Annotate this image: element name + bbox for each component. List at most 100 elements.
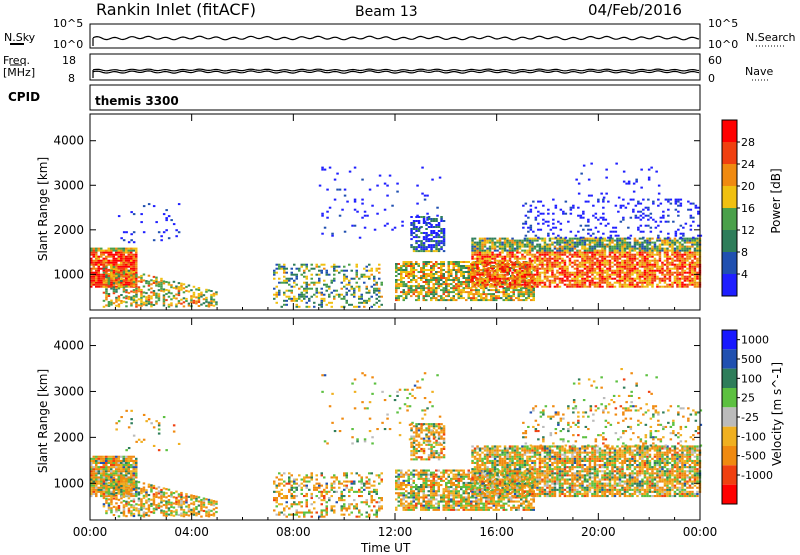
echo-cell (474, 254, 477, 256)
echo-cell (524, 278, 527, 280)
echo-cell (303, 276, 306, 278)
echo-cell (341, 282, 344, 284)
echo-cell (336, 189, 339, 191)
echo-cell (100, 278, 103, 280)
echo-cell (296, 300, 299, 302)
echo-cell (591, 280, 594, 282)
echo-cell (564, 268, 567, 270)
echo-cell (133, 486, 136, 488)
echo-cell (594, 246, 597, 248)
echo-cell (113, 498, 116, 500)
echo-cell (621, 268, 624, 270)
echo-cell (511, 262, 514, 264)
echo-cell (123, 273, 126, 275)
echo-cell (125, 515, 128, 517)
echo-cell (570, 209, 573, 211)
echo-cell (659, 272, 662, 274)
echo-cell (155, 303, 158, 305)
echo-cell (539, 246, 542, 248)
echo-cell (410, 228, 413, 230)
echo-cell (501, 246, 504, 248)
echo-cell (324, 227, 327, 229)
echo-cell (696, 264, 699, 266)
echo-cell (303, 288, 306, 290)
echo-cell (486, 272, 489, 274)
echo-cell (430, 291, 433, 293)
echo-cell (403, 271, 406, 273)
echo-cell (474, 252, 477, 254)
echo-cell (125, 291, 128, 293)
echo-cell (689, 284, 692, 286)
echo-cell (384, 225, 387, 227)
echo-cell (318, 280, 321, 282)
echo-cell (128, 252, 131, 254)
echo-cell (527, 217, 530, 219)
echo-cell (677, 229, 680, 231)
echo-cell (351, 225, 354, 227)
echo-cell (296, 284, 299, 286)
echo-cell (125, 501, 128, 503)
echo-cell (636, 254, 639, 256)
echo-cell (576, 276, 579, 278)
echo-cell (135, 458, 138, 460)
echo-cell (584, 260, 587, 262)
echo-cell (697, 213, 700, 215)
echo-cell (165, 217, 168, 219)
echo-cell (133, 266, 136, 268)
echo-cell (346, 201, 349, 203)
echo-cell (445, 281, 448, 283)
echo-cell (651, 274, 654, 276)
echo-cell (681, 260, 684, 262)
echo-cell (408, 293, 411, 295)
echo-cell (530, 299, 533, 301)
echo-cell (468, 287, 471, 289)
echo-cell (549, 256, 552, 258)
echo-cell (110, 266, 113, 268)
echo-cell (666, 268, 669, 270)
echo-cell (128, 503, 131, 505)
echo-cell (440, 297, 443, 299)
echo-cell (160, 278, 163, 280)
echo-cell (565, 237, 568, 239)
echo-cell (115, 248, 118, 250)
echo-cell (584, 266, 587, 268)
echo-cell (481, 250, 484, 252)
echo-cell (491, 244, 494, 246)
echo-cell (536, 256, 539, 258)
echo-cell (358, 306, 361, 308)
echo-cell (115, 492, 118, 494)
echo-cell (521, 258, 524, 260)
echo-cell (514, 258, 517, 260)
echo-cell (316, 296, 319, 298)
echo-cell (685, 223, 688, 225)
echo-cell (311, 282, 314, 284)
echo-cell (413, 228, 416, 230)
echo-cell (326, 284, 329, 286)
echo-cell (649, 280, 652, 282)
echo-cell (308, 270, 311, 272)
echo-cell (168, 489, 171, 491)
echo-cell (308, 288, 311, 290)
echo-cell (571, 262, 574, 264)
echo-cell (103, 278, 106, 280)
echo-cell (544, 278, 547, 280)
echo-cell (542, 219, 545, 221)
echo-cell (468, 297, 471, 299)
echo-cell (526, 254, 529, 256)
echo-cell (654, 280, 657, 282)
echo-cell (168, 304, 171, 306)
echo-cell (408, 271, 411, 273)
echo-cell (273, 270, 276, 272)
echo-cell (513, 295, 516, 297)
echo-cell (108, 495, 111, 497)
echo-cell (400, 291, 403, 293)
echo-cell (599, 286, 602, 288)
echo-cell (95, 458, 98, 460)
echo-cell (333, 274, 336, 276)
echo-cell (584, 246, 587, 248)
echo-cell (455, 275, 458, 277)
echo-cell (413, 263, 416, 265)
echo-cell (95, 479, 98, 481)
echo-cell (153, 493, 156, 495)
echo-cell (539, 268, 542, 270)
